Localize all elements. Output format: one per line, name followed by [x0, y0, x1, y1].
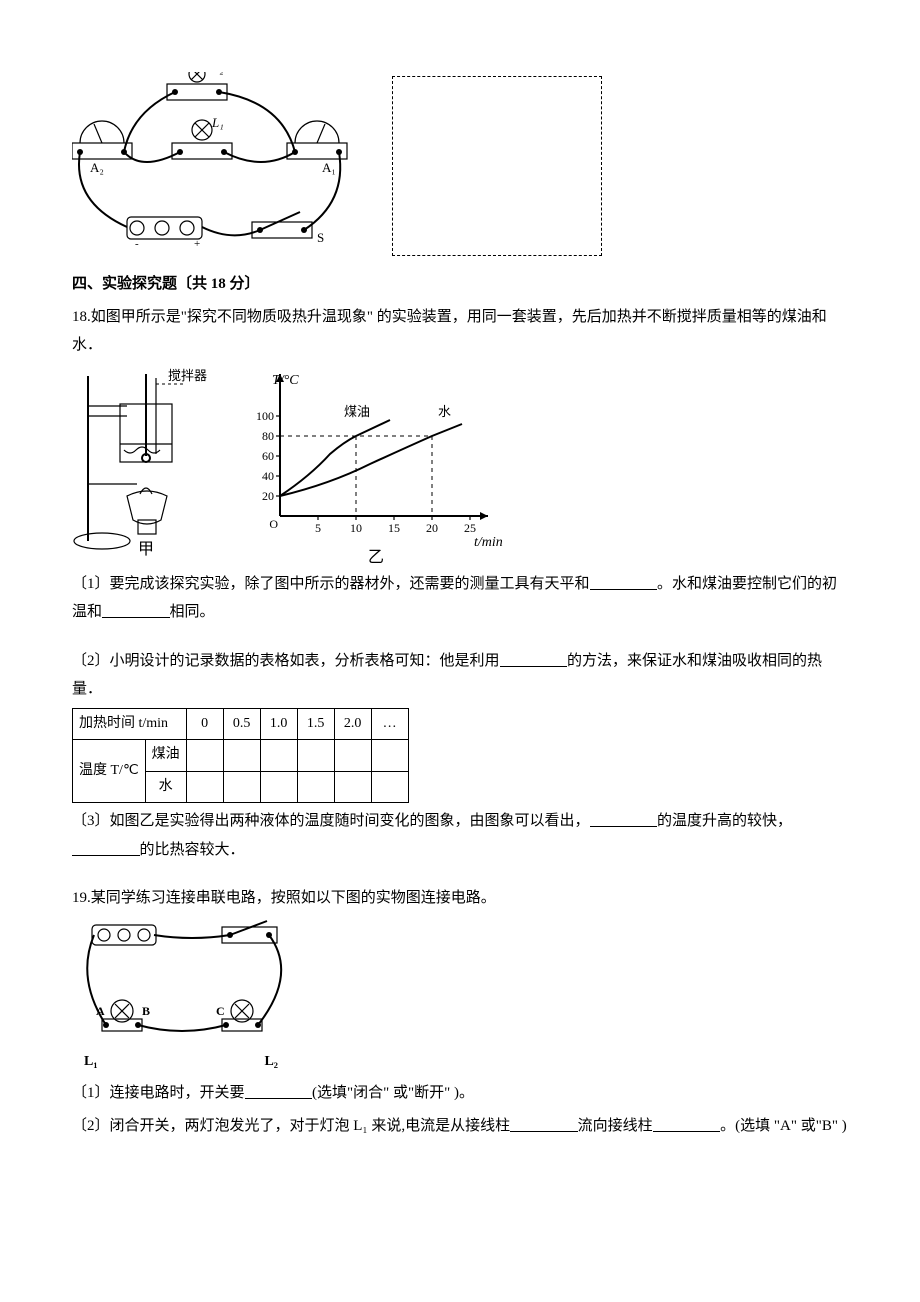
q19-part1-text-b: (选填"闭合" 或"断开" )。	[312, 1085, 474, 1101]
svg-text:80: 80	[262, 429, 274, 443]
svg-text:C: C	[216, 1004, 225, 1018]
svg-text:15: 15	[388, 521, 400, 535]
q18-apparatus: 搅拌器 甲	[72, 366, 212, 556]
table-header-time: 加热时间 t/min	[73, 708, 187, 740]
svg-text:20: 20	[262, 489, 274, 503]
svg-text:+: +	[194, 238, 200, 250]
table-header-cell: 0.5	[223, 708, 260, 740]
q19-bulb-l1-label: L₁	[84, 1049, 98, 1076]
bulb-l2-label: L₂	[211, 72, 224, 75]
table-row: 温度 T/℃ 煤油	[73, 740, 409, 772]
plot-y-label: T/°C	[272, 373, 299, 388]
q19-part2-text-b: 流向接线柱	[578, 1118, 653, 1134]
svg-text:O: O	[269, 517, 278, 531]
plot-caption: 乙	[368, 549, 384, 566]
table-temp-label: 温度 T/℃	[73, 740, 146, 803]
svg-text:60: 60	[262, 449, 274, 463]
apparatus-stirrer-label: 搅拌器	[168, 368, 207, 383]
q18-part1: 〔1〕要完成该探究实验，除了图中所示的器材外，还需要的测量工具有天平和。水和煤油…	[72, 570, 848, 627]
blank[interactable]	[590, 811, 658, 827]
q19-part1-text-a: 〔1〕连接电路时，开关要	[72, 1085, 245, 1101]
table-header-cell: …	[371, 708, 408, 740]
blank[interactable]	[245, 1083, 313, 1099]
bulb-l1-label: L₁	[211, 115, 224, 130]
q18-part1-text-a: 〔1〕要完成该探究实验，除了图中所示的器材外，还需要的测量工具有天平和	[72, 576, 590, 592]
svg-text:A: A	[96, 1004, 105, 1018]
q18-part2-text-a: 〔2〕小明设计的记录数据的表格如表，分析表格可知：他是利用	[72, 653, 500, 669]
q18-plot: 20 40 60 80 100 O 5 10 15 20 25 T/°C t/	[240, 366, 510, 566]
q19-part2-text-a: 〔2〕闭合开关，两灯泡发光了，对于灯泡 L₁ 来说,电流是从接线柱	[72, 1118, 510, 1134]
q18-part3-text-b: 的温度升高的较快，	[657, 813, 792, 829]
q18-figures: 搅拌器 甲 20 40	[72, 366, 848, 566]
svg-text:10: 10	[350, 521, 362, 535]
blank[interactable]	[590, 574, 658, 590]
table-header-row: 加热时间 t/min 0 0.5 1.0 1.5 2.0 …	[73, 708, 409, 740]
plot-x-label: t/min	[474, 535, 503, 550]
table-cell	[297, 740, 334, 772]
svg-text:40: 40	[262, 469, 274, 483]
table-cell	[334, 740, 371, 772]
svg-text:100: 100	[256, 409, 274, 423]
q18-part3-text-a: 〔3〕如图乙是实验得出两种液体的温度随时间变化的图象，由图象可以看出，	[72, 813, 590, 829]
apparatus-caption: 甲	[138, 541, 154, 556]
q18-data-table: 加热时间 t/min 0 0.5 1.0 1.5 2.0 … 温度 T/℃ 煤油…	[72, 708, 409, 804]
blank[interactable]	[72, 840, 140, 856]
q18-intro: 18.如图甲所示是"探究不同物质吸热升温现象" 的实验装置，用同一套装置，先后加…	[72, 303, 848, 360]
svg-text:B: B	[142, 1004, 150, 1018]
q19-figure: A B C L₁ L₂	[72, 919, 312, 1076]
table-cell	[371, 740, 408, 772]
svg-text:-: -	[135, 238, 139, 250]
svg-text:25: 25	[464, 521, 476, 535]
table-cell	[186, 740, 223, 772]
q18-part3-text-c: 的比热容较大．	[140, 842, 245, 858]
meter-a1-label: A₁	[322, 160, 336, 175]
table-header-cell: 1.0	[260, 708, 297, 740]
q19-intro: 19.某同学练习连接串联电路，按照如以下图的实物图连接电路。	[72, 884, 848, 913]
table-row-label: 水	[145, 771, 186, 803]
q18-part1-text-c: 相同。	[170, 604, 215, 620]
svg-text:20: 20	[426, 521, 438, 535]
top-figure-row: - + A₂ A₁ L₁ L₂ S	[72, 72, 848, 262]
switch-label: S	[317, 230, 324, 245]
q19-part2-text-c: 。(选填 "A" 或"B" )	[720, 1118, 847, 1134]
blank[interactable]	[653, 1116, 721, 1132]
q19-bulb-l2-label: L₂	[264, 1049, 278, 1076]
plot-series-b-label: 水	[438, 404, 451, 419]
meter-a2-label: A₂	[90, 160, 104, 175]
table-cell	[260, 771, 297, 803]
q19-part2: 〔2〕闭合开关，两灯泡发光了，对于灯泡 L₁ 来说,电流是从接线柱 流向接线柱 。(…	[72, 1112, 848, 1141]
answer-drawing-area	[392, 76, 602, 256]
table-cell	[297, 771, 334, 803]
q18-part3: 〔3〕如图乙是实验得出两种液体的温度随时间变化的图象，由图象可以看出， 的温度升高…	[72, 807, 848, 864]
table-header-cell: 1.5	[297, 708, 334, 740]
blank[interactable]	[510, 1116, 578, 1132]
section-4-heading: 四、实验探究题〔共 18 分〕	[72, 270, 848, 299]
table-cell	[223, 771, 260, 803]
blank[interactable]	[102, 602, 170, 618]
circuit-physical-diagram: - + A₂ A₁ L₁ L₂ S	[72, 72, 352, 262]
plot-series-a-label: 煤油	[344, 404, 370, 419]
svg-text:5: 5	[315, 521, 321, 535]
table-cell	[334, 771, 371, 803]
blank[interactable]	[500, 651, 568, 667]
table-cell	[371, 771, 408, 803]
q19-part1: 〔1〕连接电路时，开关要 (选填"闭合" 或"断开" )。	[72, 1079, 848, 1108]
table-header-cell: 0	[186, 708, 223, 740]
table-cell	[260, 740, 297, 772]
table-header-cell: 2.0	[334, 708, 371, 740]
table-row-label: 煤油	[145, 740, 186, 772]
q18-part2: 〔2〕小明设计的记录数据的表格如表，分析表格可知：他是利用的方法，来保证水和煤油…	[72, 647, 848, 704]
table-cell	[223, 740, 260, 772]
table-cell	[186, 771, 223, 803]
